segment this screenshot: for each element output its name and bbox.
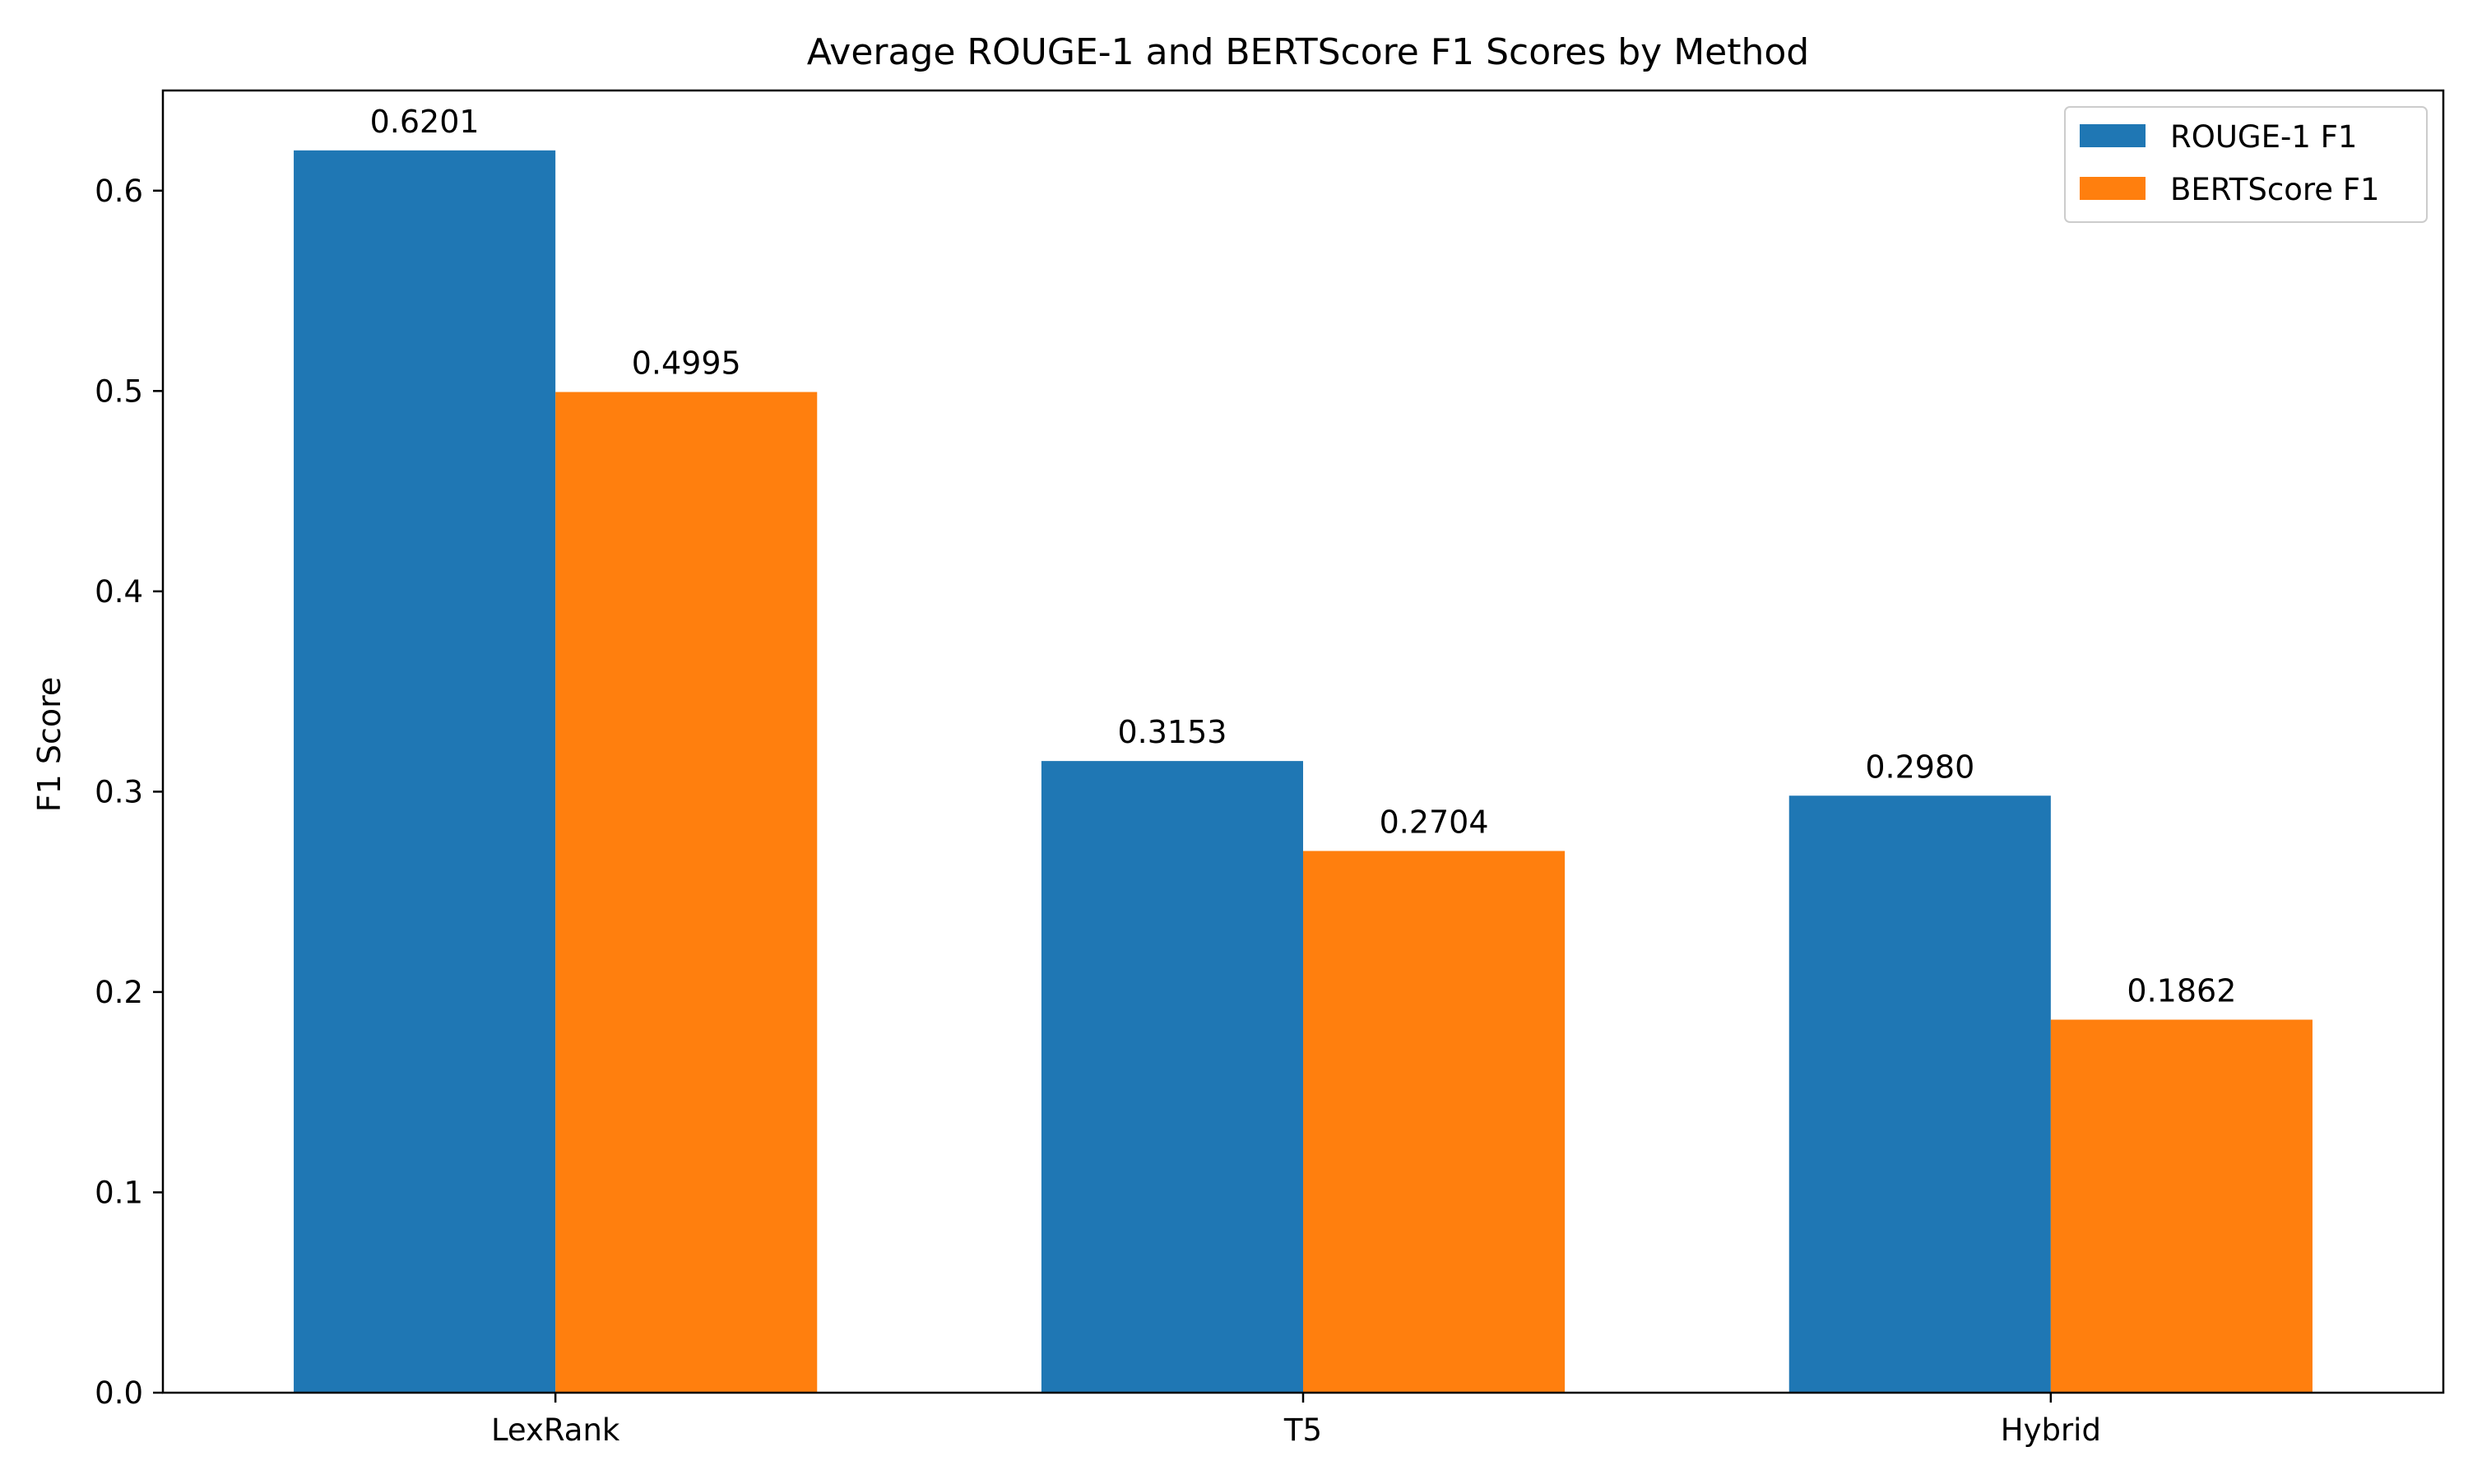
bar-value-label: 0.2704 (1380, 804, 1489, 840)
legend-label: ROUGE-1 F1 (2170, 119, 2357, 155)
chart-title: Average ROUGE-1 and BERTScore F1 Scores … (807, 31, 1809, 73)
x-tick-label: T5 (1283, 1412, 1322, 1448)
bar-bertscore-f1-hybrid (2050, 1019, 2313, 1393)
plot-area: 0.6201 0.3153 0.2980 0.4995 0.2704 0.1862 0.0 0… (95, 89, 2445, 1448)
bar-rouge-1-f1-hybrid (1788, 795, 2051, 1393)
bar-bertscore-f1-lexrank (555, 392, 818, 1393)
y-tick-label: 0.1 (95, 1175, 143, 1210)
x-tick-label: Hybrid (2001, 1412, 2101, 1448)
legend: ROUGE-1 F1 BERTScore F1 (2064, 106, 2428, 223)
y-tick-label: 0.3 (95, 774, 143, 809)
bar-value-label: 0.4995 (632, 345, 741, 382)
legend-swatch (2080, 124, 2146, 147)
y-tick-label: 0.6 (95, 174, 143, 209)
bar-rouge-1-f1-t5 (1041, 761, 1303, 1393)
y-tick-label: 0.4 (95, 574, 143, 610)
y-tick-label: 0.2 (95, 975, 143, 1010)
bar-value-label: 0.2980 (1865, 749, 1974, 785)
legend-swatch (2080, 177, 2146, 200)
bar-value-label: 0.1862 (2127, 973, 2236, 1009)
y-tick-label: 0.5 (95, 373, 143, 409)
legend-label: BERTScore F1 (2170, 172, 2380, 207)
bar-bertscore-f1-t5 (1303, 851, 1566, 1393)
x-tick-label: LexRank (491, 1412, 620, 1448)
bar-rouge-1-f1-lexrank (294, 150, 556, 1393)
y-tick-label: 0.0 (95, 1375, 143, 1411)
bar-value-label: 0.3153 (1117, 714, 1227, 750)
bar-value-label: 0.6201 (370, 104, 480, 140)
legend-box (2064, 106, 2428, 223)
y-axis-label: F1 Score (31, 677, 67, 813)
